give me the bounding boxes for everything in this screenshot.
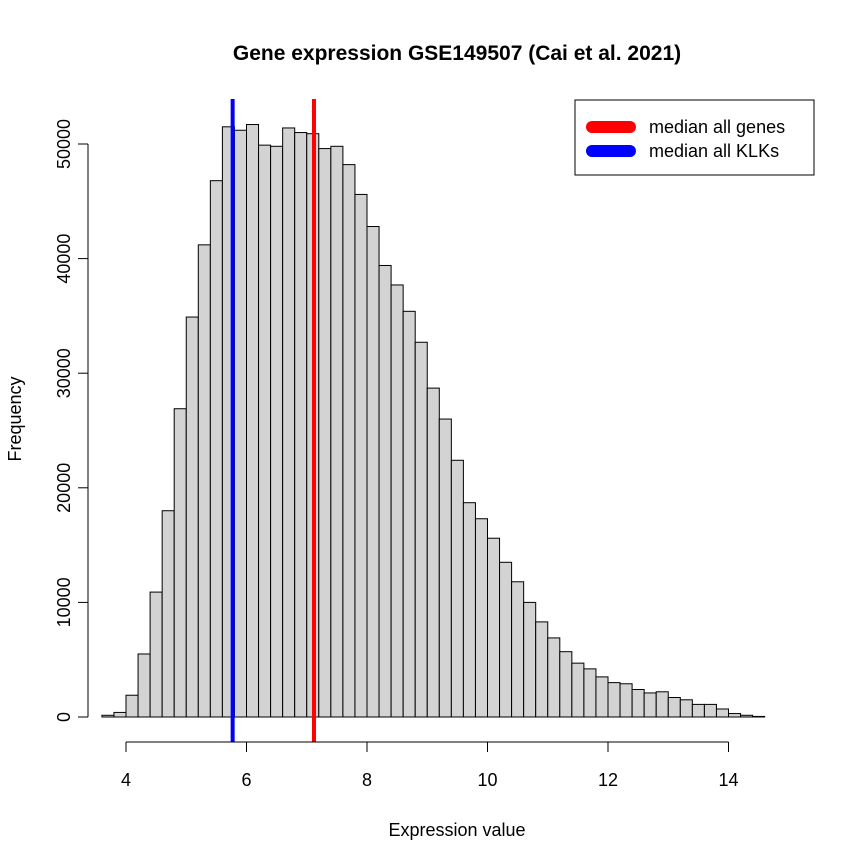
histogram-bar — [330, 145, 344, 718]
histogram-bar — [246, 124, 260, 718]
legend: median all genes median all KLKs — [574, 99, 815, 176]
x-tick-label: 12 — [598, 770, 618, 790]
histogram-bar — [523, 601, 537, 718]
histogram-bar — [161, 510, 175, 718]
y-tick-label: 40000 — [54, 234, 74, 284]
legend-label-median-all-klks: median all KLKs — [649, 141, 779, 161]
histogram-bar — [619, 683, 633, 718]
histogram-bar — [450, 459, 464, 718]
histogram-bar — [655, 691, 669, 718]
y-tick-label: 0 — [54, 712, 74, 722]
y-tick-label: 50000 — [54, 119, 74, 169]
x-tick-label: 4 — [121, 770, 131, 790]
histogram-bar — [426, 387, 440, 718]
histogram-bar — [595, 676, 609, 718]
histogram-bar — [318, 148, 332, 718]
histogram-bar — [559, 651, 573, 718]
legend-label-median-all-genes: median all genes — [649, 117, 785, 137]
histogram-bar — [643, 692, 657, 718]
bars-group — [101, 124, 766, 718]
histogram-bar — [715, 708, 730, 718]
histogram-bar — [571, 662, 585, 718]
histogram-bar — [402, 310, 416, 718]
histogram-bar — [233, 129, 247, 718]
histogram-bar — [378, 264, 392, 718]
histogram-bar — [390, 284, 404, 718]
median-lines-group — [230, 99, 316, 742]
x-tick-label: 14 — [718, 770, 738, 790]
histogram-bar — [499, 561, 513, 718]
histogram-bar — [487, 537, 501, 718]
histogram-bar — [511, 581, 525, 718]
histogram-bar — [354, 193, 368, 718]
x-tick-label: 10 — [477, 770, 497, 790]
histogram-bar — [583, 668, 597, 718]
histogram-bar — [438, 418, 452, 718]
histogram-bar — [631, 688, 645, 718]
histogram-bar — [125, 694, 139, 718]
histogram-bar — [703, 703, 717, 718]
y-tick-label: 30000 — [54, 348, 74, 398]
histogram-bar — [462, 502, 476, 718]
histogram-bar — [752, 715, 766, 718]
histogram-bar — [342, 164, 356, 718]
histogram-bar — [294, 132, 308, 718]
histogram-bar — [740, 714, 754, 718]
chart-title: Gene expression GSE149507 (Cai et al. 20… — [233, 42, 681, 65]
histogram-bar — [691, 703, 705, 718]
histogram-bar — [258, 144, 272, 718]
histogram-bar — [113, 711, 127, 718]
histogram-bar — [209, 180, 223, 718]
histogram-bar — [728, 713, 742, 718]
histogram-bar — [185, 316, 199, 718]
histogram-bar — [197, 244, 211, 718]
histogram-bar — [474, 518, 489, 718]
histogram-bar — [679, 699, 693, 718]
y-axis: 0 10000 20000 30000 40000 50000 — [54, 119, 89, 722]
histogram-bar — [282, 127, 296, 718]
histogram-bar — [414, 341, 428, 718]
histogram-bar — [366, 226, 380, 718]
histogram-bar — [173, 408, 187, 718]
x-axis-label: Expression value — [388, 820, 525, 840]
legend-box — [574, 99, 815, 176]
y-tick-label: 10000 — [54, 577, 74, 627]
histogram-bar — [270, 145, 284, 718]
histogram-bar — [101, 714, 115, 718]
histogram-bar — [137, 653, 151, 718]
x-axis: 4 6 8 10 12 14 — [121, 741, 739, 790]
histogram-bar — [667, 697, 681, 718]
histogram-bar — [607, 682, 621, 718]
x-tick-label: 8 — [362, 770, 372, 790]
histogram-bar — [149, 591, 163, 718]
x-tick-label: 6 — [241, 770, 251, 790]
y-axis-label: Frequency — [5, 376, 25, 461]
histogram-bar — [547, 637, 561, 718]
y-tick-label: 20000 — [54, 463, 74, 513]
histogram-bar — [535, 621, 549, 718]
